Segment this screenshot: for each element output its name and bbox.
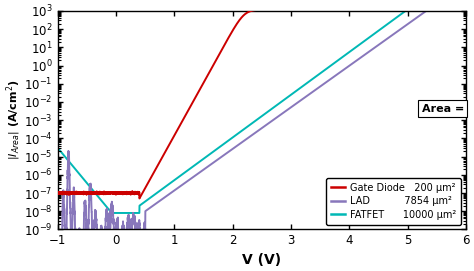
X-axis label: V (V): V (V) [242, 253, 282, 267]
Text: Area =: Area = [422, 104, 464, 114]
Y-axis label: $|I_{Area}|$ (A/cm$^2$): $|I_{Area}|$ (A/cm$^2$) [4, 80, 23, 160]
Legend: Gate Diode   200 μm², LAD           7854 μm², FATFET      10000 μm²: Gate Diode 200 μm², LAD 7854 μm², FATFET… [326, 178, 461, 225]
